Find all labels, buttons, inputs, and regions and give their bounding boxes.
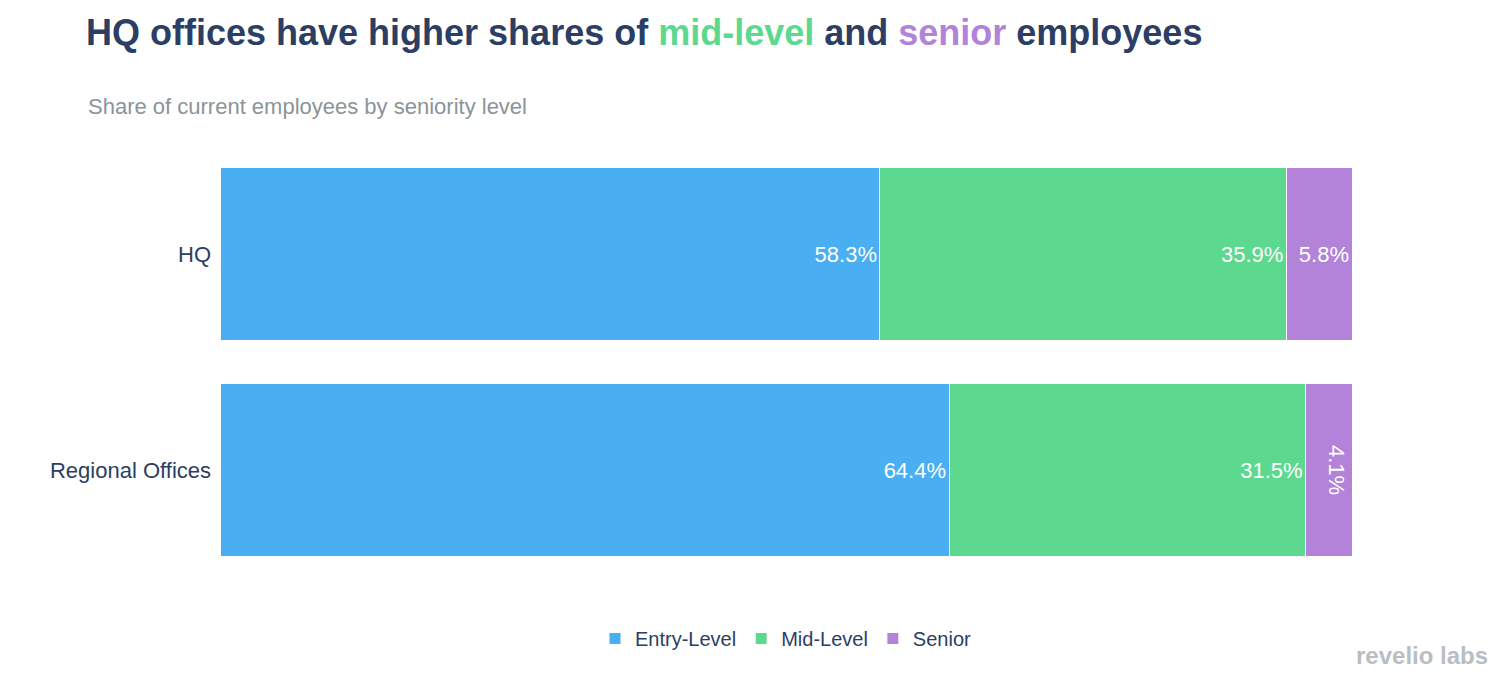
svg-text:HQ: HQ bbox=[178, 242, 211, 267]
svg-text:31.5%: 31.5% bbox=[1240, 458, 1302, 483]
svg-text:Senior: Senior bbox=[913, 628, 971, 650]
svg-text:35.9%: 35.9% bbox=[1221, 242, 1283, 267]
svg-text:HQ offices have higher shares: HQ offices have higher shares of mid-lev… bbox=[86, 12, 1202, 53]
svg-text:4.1%: 4.1% bbox=[1324, 445, 1349, 495]
svg-text:Regional Offices: Regional Offices bbox=[50, 458, 211, 483]
svg-text:5.8%: 5.8% bbox=[1299, 242, 1349, 267]
svg-text:Share of current employees by: Share of current employees by seniority … bbox=[88, 94, 527, 119]
svg-text:Mid-Level: Mid-Level bbox=[781, 628, 868, 650]
svg-text:58.3%: 58.3% bbox=[815, 242, 877, 267]
svg-text:64.4%: 64.4% bbox=[884, 458, 946, 483]
svg-text:revelio labs: revelio labs bbox=[1356, 642, 1488, 669]
svg-text:Entry-Level: Entry-Level bbox=[635, 628, 736, 650]
